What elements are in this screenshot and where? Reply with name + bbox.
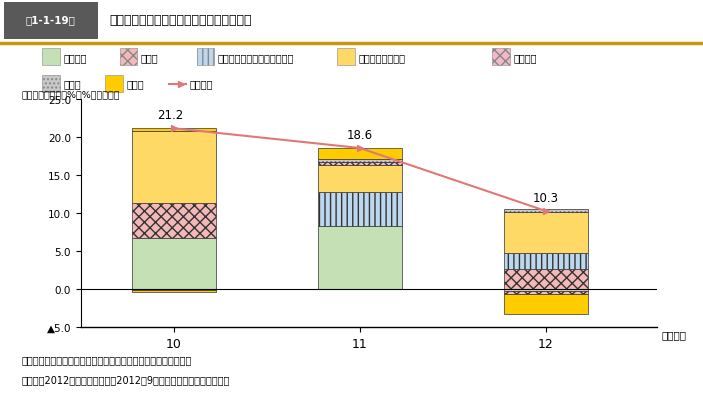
- Bar: [504, 290, 588, 292]
- Text: （年度）: （年度）: [661, 330, 686, 339]
- Text: 公害防止: 公害防止: [513, 53, 536, 63]
- Text: （前年度実績比、%、%ポイント）: （前年度実績比、%、%ポイント）: [21, 90, 120, 99]
- Bar: [197, 49, 214, 66]
- Bar: [318, 159, 401, 163]
- Bar: [105, 76, 123, 93]
- Bar: [504, 212, 588, 254]
- Bar: [318, 166, 401, 193]
- Bar: [504, 294, 588, 315]
- Bar: [42, 76, 60, 93]
- Text: 総投資額: 総投資額: [190, 79, 213, 89]
- Bar: [504, 254, 588, 269]
- Bar: [337, 49, 355, 66]
- Bar: [504, 209, 588, 212]
- Bar: [492, 49, 510, 66]
- Bar: [132, 131, 216, 203]
- Bar: [120, 49, 137, 66]
- Text: その他: その他: [127, 79, 144, 89]
- Bar: [504, 269, 588, 290]
- Bar: [132, 239, 216, 290]
- Bar: [318, 193, 401, 227]
- Bar: [4, 3, 98, 40]
- Text: 更新、維持・補修: 更新、維持・補修: [359, 53, 406, 63]
- Text: 18.6: 18.6: [347, 129, 373, 142]
- Bar: [132, 129, 216, 131]
- Bar: [132, 203, 216, 239]
- Text: 能力拡充: 能力拡充: [63, 53, 86, 63]
- Bar: [318, 163, 401, 166]
- Bar: [504, 292, 588, 294]
- Text: 21.2: 21.2: [157, 109, 183, 122]
- Text: 投資目的別の中小製造業の設備投資の推移: 投資目的別の中小製造業の設備投資の推移: [109, 14, 252, 27]
- Text: （注）　2012年度は修正計画（2012年9月）、その他は実績の数値。: （注） 2012年度は修正計画（2012年9月）、その他は実績の数値。: [21, 374, 229, 384]
- Text: 第1-1-19図: 第1-1-19図: [26, 16, 75, 26]
- Text: 合理化: 合理化: [141, 53, 158, 63]
- Text: 新製品・新規事業・研究開発: 新製品・新規事業・研究開発: [218, 53, 295, 63]
- Text: 省エネ: 省エネ: [63, 79, 81, 89]
- Bar: [318, 227, 401, 290]
- Bar: [318, 148, 401, 159]
- Bar: [132, 290, 216, 292]
- Bar: [42, 49, 60, 66]
- Text: 資料：（株）日本政策金融公庫「中小製造業設備投資動向調査」: 資料：（株）日本政策金融公庫「中小製造業設備投資動向調査」: [21, 354, 191, 364]
- Text: 10.3: 10.3: [533, 192, 559, 204]
